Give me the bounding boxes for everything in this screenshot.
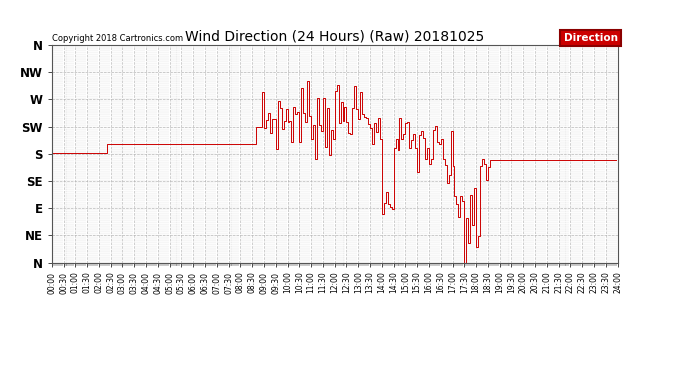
Text: Copyright 2018 Cartronics.com: Copyright 2018 Cartronics.com [52,34,183,43]
Text: Direction: Direction [564,33,618,43]
Title: Wind Direction (24 Hours) (Raw) 20181025: Wind Direction (24 Hours) (Raw) 20181025 [185,30,484,44]
